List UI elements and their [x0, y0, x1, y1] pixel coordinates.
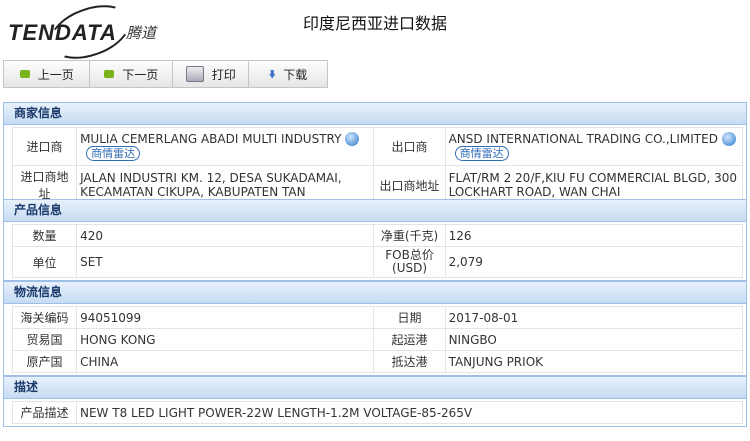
radar-button[interactable]: 商情雷达 [86, 146, 141, 161]
table-row: 数量 420 净重(千克) 126 [11, 224, 744, 247]
table-row: 原产国 CHINA 抵达港 TANJUNG PRIOK [11, 350, 744, 373]
date-label: 日期 [373, 306, 446, 329]
destination-port-value: TANJUNG PRIOK [444, 350, 744, 373]
weight-label: 净重(千克) [373, 224, 446, 247]
page-title: 印度尼西亚进口数据 [302, 14, 447, 33]
download-button[interactable]: 下载 [249, 61, 327, 87]
unit-value: SET [76, 246, 375, 278]
globe-icon[interactable] [721, 132, 736, 146]
printer-icon [185, 66, 204, 82]
download-label: 下载 [283, 67, 308, 82]
section-heading: 商家信息 [4, 103, 746, 125]
hs-code-label: 海关编码 [11, 306, 78, 329]
fob-value: 2,079 [444, 246, 744, 278]
merchant-section: 商家信息 进口商 MULIA CEMERLANG ABADI MULTI IND… [3, 102, 747, 208]
importer-address-label: 进口商地址 [11, 165, 78, 205]
quantity-value: 420 [76, 224, 375, 247]
next-label: 下一页 [122, 67, 159, 82]
unit-label: 单位 [11, 246, 78, 278]
table-row: 单位 SET FOB总价(USD) 2,079 [11, 246, 744, 278]
description-section: 描述 产品描述 NEW T8 LED LIGHT POWER-22W LENGT… [3, 376, 747, 427]
print-button[interactable]: 打印 [173, 61, 250, 87]
hs-code-value: 94051099 [76, 306, 375, 329]
trade-country-label: 贸易国 [11, 328, 78, 351]
table-row: 进口商地址 JALAN INDUSTRI KM. 12, DESA SUKADA… [11, 165, 744, 205]
section-heading: 物流信息 [4, 282, 746, 304]
table-row: 进口商 MULIA CEMERLANG ABADI MULTI INDUSTRY… [11, 127, 744, 166]
origin-country-value: CHINA [76, 350, 375, 373]
logo-cn: 腾道 [126, 24, 157, 42]
product-section: 产品信息 数量 420 净重(千克) 126 单位 SET FOB总价(USD)… [3, 199, 747, 281]
exporter-name[interactable]: ANSD INTERNATIONAL TRADING CO.,LIMITED [448, 132, 718, 146]
destination-port-label: 抵达港 [373, 350, 446, 373]
table-row: 产品描述 NEW T8 LED LIGHT POWER-22W LENGTH-1… [12, 401, 743, 424]
exporter-cell: ANSD INTERNATIONAL TRADING CO.,LIMITED 商情… [444, 127, 744, 166]
table-row: 贸易国 HONG KONG 起运港 NINGBO [11, 328, 744, 351]
exporter-address-label: 出口商地址 [373, 165, 446, 205]
next-page-button[interactable]: 下一页 [90, 61, 173, 87]
quantity-label: 数量 [11, 224, 78, 247]
fob-label: FOB总价(USD) [373, 246, 446, 278]
importer-name[interactable]: MULIA CEMERLANG ABADI MULTI INDUSTRY [80, 132, 342, 146]
weight-value: 126 [444, 224, 744, 247]
section-heading: 描述 [4, 377, 746, 399]
origin-port-label: 起运港 [373, 328, 446, 351]
radar-label: 商情雷达 [91, 147, 136, 160]
section-heading: 产品信息 [4, 200, 746, 222]
importer-cell: MULIA CEMERLANG ABADI MULTI INDUSTRY 商情雷达 [76, 127, 375, 166]
trade-country-value: HONG KONG [76, 328, 375, 351]
globe-icon[interactable] [345, 132, 360, 146]
print-label: 打印 [211, 67, 236, 82]
arrow-right-icon [104, 70, 115, 78]
description-label: 产品描述 [12, 401, 77, 424]
toolbar: 上一页 下一页 打印 下载 [3, 60, 328, 88]
origin-country-label: 原产国 [11, 350, 78, 373]
date-value: 2017-08-01 [444, 306, 744, 329]
logistics-section: 物流信息 海关编码 94051099 日期 2017-08-01 贸易国 HON… [3, 281, 747, 376]
radar-label: 商情雷达 [459, 147, 504, 160]
tendata-logo: TENDATA 腾道 [8, 0, 168, 69]
prev-label: 上一页 [37, 67, 74, 82]
importer-address: JALAN INDUSTRI KM. 12, DESA SUKADAMAI, K… [76, 165, 375, 205]
table-row: 海关编码 94051099 日期 2017-08-01 [11, 306, 744, 329]
prev-page-button[interactable]: 上一页 [4, 61, 91, 87]
description-value: NEW T8 LED LIGHT POWER-22W LENGTH-1.2M V… [76, 401, 743, 424]
exporter-address: FLAT/RM 2 20/F,KIU FU COMMERCIAL BLGD, 3… [444, 165, 744, 205]
arrow-down-icon [269, 69, 276, 79]
logo-text: TENDATA [8, 20, 117, 45]
arrow-left-icon [19, 70, 30, 78]
importer-label: 进口商 [11, 127, 78, 166]
origin-port-value: NINGBO [444, 328, 744, 351]
radar-button[interactable]: 商情雷达 [454, 146, 509, 161]
exporter-label: 出口商 [373, 127, 446, 166]
